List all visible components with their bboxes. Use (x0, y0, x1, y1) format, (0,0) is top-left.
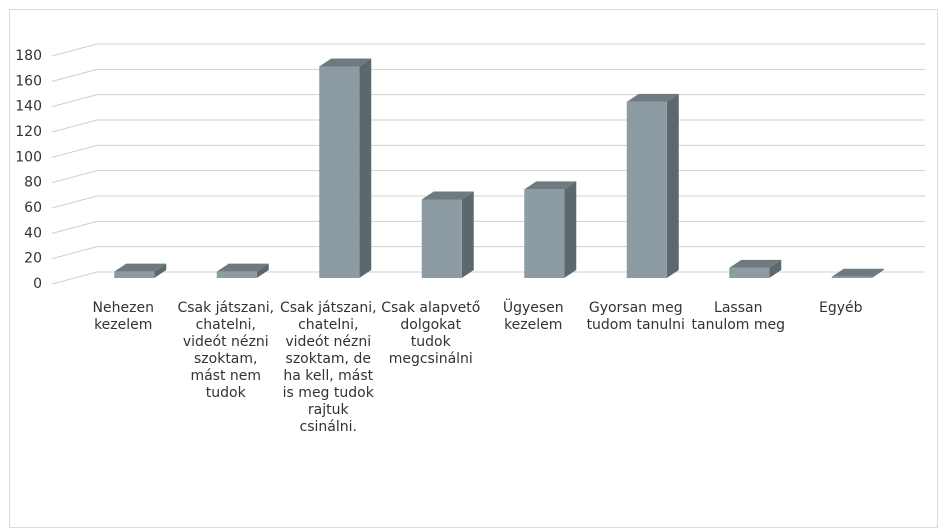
bar-side (359, 58, 372, 278)
bar-top (114, 263, 167, 272)
bar-side (461, 191, 474, 278)
bar-front (626, 101, 667, 278)
y-tick-label: 60 (24, 200, 42, 216)
x-tick-label: Nehezen kezelem (92, 300, 154, 333)
bar-top (524, 181, 577, 190)
grid-line (51, 170, 925, 184)
bar-top (319, 58, 372, 67)
x-tick-label: Csak alapvető dolgokat tudok megcsinálni (381, 300, 481, 367)
grid-line (51, 43, 925, 57)
bar-side (256, 263, 269, 278)
y-tick-label: 20 (24, 251, 42, 267)
y-tick-label: 140 (15, 99, 42, 115)
bar-side (769, 259, 782, 278)
bar-top (831, 268, 884, 277)
bar-side (564, 181, 577, 278)
bar (831, 268, 884, 278)
x-tick-label: Csak játszani, chatelni, videót nézni sz… (177, 300, 275, 401)
y-tick-label: 120 (15, 124, 42, 140)
grid-line (51, 220, 925, 234)
grid-line (51, 246, 925, 260)
y-tick-label: 80 (24, 175, 42, 191)
bar-front (524, 189, 565, 278)
bar-side (154, 263, 167, 278)
x-tick-label: Gyorsan meg tudom tanulni (586, 300, 685, 333)
bar-side (666, 93, 679, 278)
bar (114, 263, 167, 278)
bar (524, 181, 577, 278)
bar-front (216, 271, 257, 278)
bar-top (216, 263, 269, 272)
x-tick-label: Ügyesen kezelem (502, 300, 564, 333)
bar-front (114, 271, 155, 278)
bar-front (319, 66, 360, 278)
bar (729, 259, 782, 278)
bar (319, 58, 372, 278)
bar-front (729, 267, 770, 278)
bar-top (421, 191, 474, 200)
y-tick-label: 180 (15, 48, 42, 64)
grid-line (51, 94, 925, 108)
y-tick-label: 40 (24, 225, 42, 241)
bar-front (831, 276, 872, 278)
y-tick-label: 160 (15, 73, 42, 89)
grid-line (51, 271, 925, 285)
grid-line (51, 195, 925, 209)
y-tick-label: 100 (15, 149, 42, 165)
y-tick-label: 0 (33, 276, 42, 292)
grid-line (51, 119, 925, 133)
grid-line (51, 144, 925, 158)
x-tick-label: Egyéb (818, 300, 863, 316)
bar-top (729, 259, 782, 268)
x-tick-label: Csak játszani, chatelni, videót nézni sz… (279, 300, 377, 435)
bar-front (421, 199, 462, 278)
bar-top (626, 93, 679, 102)
bar (626, 93, 679, 278)
bar-side (871, 268, 884, 278)
chart-border (9, 9, 938, 528)
bar (216, 263, 269, 278)
x-tick-label: Lassan tanulom meg (691, 300, 786, 333)
bar (421, 191, 474, 278)
grid-line (51, 68, 925, 82)
